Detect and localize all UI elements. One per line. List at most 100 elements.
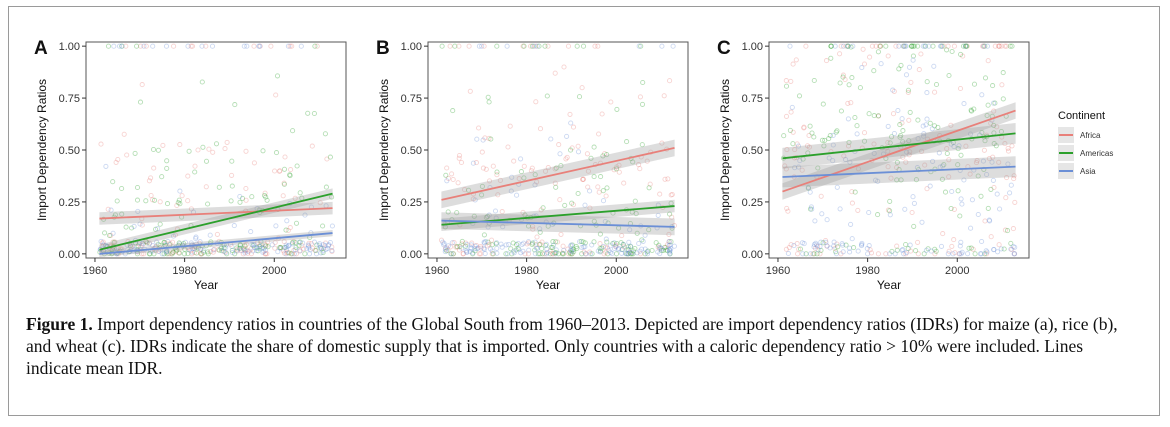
scatter-point-africa	[455, 180, 461, 186]
scatter-point-americas	[224, 251, 230, 257]
scatter-point-asia	[636, 43, 642, 49]
scatter-point-africa	[530, 226, 536, 232]
scatter-point-asia	[511, 248, 517, 254]
scatter-point-asia	[950, 251, 956, 257]
scatter-point-africa	[991, 184, 997, 191]
scatter-point-africa	[665, 176, 671, 182]
scatter-point-africa	[329, 244, 335, 250]
scatter-point-asia	[468, 245, 474, 251]
scatter-point-africa	[868, 250, 875, 256]
scatter-point-asia	[108, 207, 114, 213]
scatter-point-americas	[219, 248, 225, 254]
scatter-point-africa	[784, 147, 790, 153]
scatter-point-africa	[806, 144, 812, 150]
scatter-point-americas	[450, 108, 456, 114]
scatter-point-americas	[543, 242, 549, 248]
scatter-point-asia	[548, 136, 554, 142]
scatter-point-asia	[209, 43, 216, 49]
scatter-point-americas	[963, 43, 969, 49]
scatter-point-americas	[658, 247, 665, 254]
scatter-point-asia	[189, 249, 195, 255]
scatter-point-americas	[164, 251, 170, 257]
scatter-point-americas	[848, 44, 854, 50]
scatter-point-americas	[840, 74, 846, 80]
scatter-point-asia	[959, 201, 965, 207]
scatter-point-asia	[197, 239, 203, 245]
scatter-point-africa	[282, 154, 288, 160]
scatter-point-africa	[885, 164, 891, 170]
scatter-point-americas	[604, 239, 610, 245]
scatter-points-b	[438, 43, 677, 257]
scatter-point-asia	[518, 250, 524, 256]
scatter-point-americas	[161, 240, 167, 246]
scatter-point-africa	[203, 43, 209, 49]
scatter-point-asia	[634, 250, 640, 256]
scatter-point-asia	[957, 251, 963, 257]
scatter-point-asia	[904, 249, 910, 255]
scatter-point-africa	[246, 248, 252, 254]
scatter-point-asia	[575, 149, 582, 155]
scatter-point-americas	[909, 43, 915, 49]
scatter-point-americas	[955, 146, 961, 152]
scatter-point-americas	[237, 242, 243, 248]
scatter-point-asia	[847, 249, 853, 255]
scatter-point-asia	[981, 43, 987, 49]
scatter-point-americas	[955, 162, 961, 168]
scatter-point-africa	[637, 94, 643, 100]
scatter-point-asia	[666, 246, 672, 253]
scatter-point-americas	[915, 117, 921, 123]
scatter-point-americas	[515, 245, 521, 252]
scatter-point-africa	[627, 249, 633, 256]
scatter-point-asia	[532, 251, 538, 257]
scatter-point-asia	[506, 241, 512, 248]
scatter-point-asia	[474, 246, 480, 252]
scatter-point-americas	[532, 247, 538, 253]
scatter-point-africa	[317, 200, 323, 206]
trend-line-africa	[99, 207, 333, 220]
scatter-point-asia	[305, 242, 311, 248]
scatter-point-africa	[644, 158, 650, 164]
scatter-point-africa	[841, 153, 847, 159]
scatter-point-asia	[807, 251, 814, 257]
scatter-point-americas	[913, 177, 919, 183]
scatter-point-americas	[164, 201, 171, 207]
scatter-point-americas	[613, 251, 620, 257]
scatter-point-asia	[938, 43, 944, 49]
scatter-point-americas	[532, 172, 538, 178]
scatter-point-asia	[797, 158, 803, 164]
scatter-point-africa	[957, 85, 964, 92]
scatter-point-asia	[283, 251, 289, 257]
scatter-point-asia	[494, 250, 500, 256]
scatter-point-africa	[843, 43, 849, 49]
scatter-point-asia	[969, 197, 975, 203]
scatter-point-americas	[550, 244, 556, 250]
scatter-point-africa	[473, 160, 479, 166]
scatter-point-americas	[234, 245, 240, 251]
scatter-point-asia	[667, 242, 673, 248]
scatter-point-africa	[112, 239, 118, 245]
scatter-point-africa	[994, 124, 1000, 130]
scatter-point-americas	[838, 108, 844, 114]
scatter-point-americas	[935, 124, 941, 130]
scatter-point-americas	[182, 246, 188, 252]
scatter-point-asia	[655, 212, 661, 218]
scatter-point-africa	[454, 244, 461, 250]
y-tick-label: 0.75	[59, 93, 80, 105]
scatter-point-americas	[618, 240, 624, 246]
scatter-point-asia	[259, 242, 265, 248]
scatter-point-asia	[840, 249, 846, 255]
scatter-point-asia	[518, 156, 524, 162]
scatter-point-africa	[783, 166, 789, 172]
scatter-point-asia	[482, 251, 488, 257]
scatter-point-asia	[470, 250, 476, 256]
scatter-point-americas	[811, 77, 817, 84]
scatter-point-asia	[251, 242, 257, 248]
scatter-point-africa	[611, 167, 617, 173]
scatter-point-asia	[811, 244, 817, 250]
scatter-point-asia	[440, 239, 446, 245]
scatter-point-africa	[494, 172, 500, 178]
scatter-point-africa	[792, 147, 798, 153]
scatter-point-africa	[871, 141, 877, 147]
scatter-point-africa	[946, 248, 952, 254]
scatter-point-americas	[815, 165, 821, 171]
